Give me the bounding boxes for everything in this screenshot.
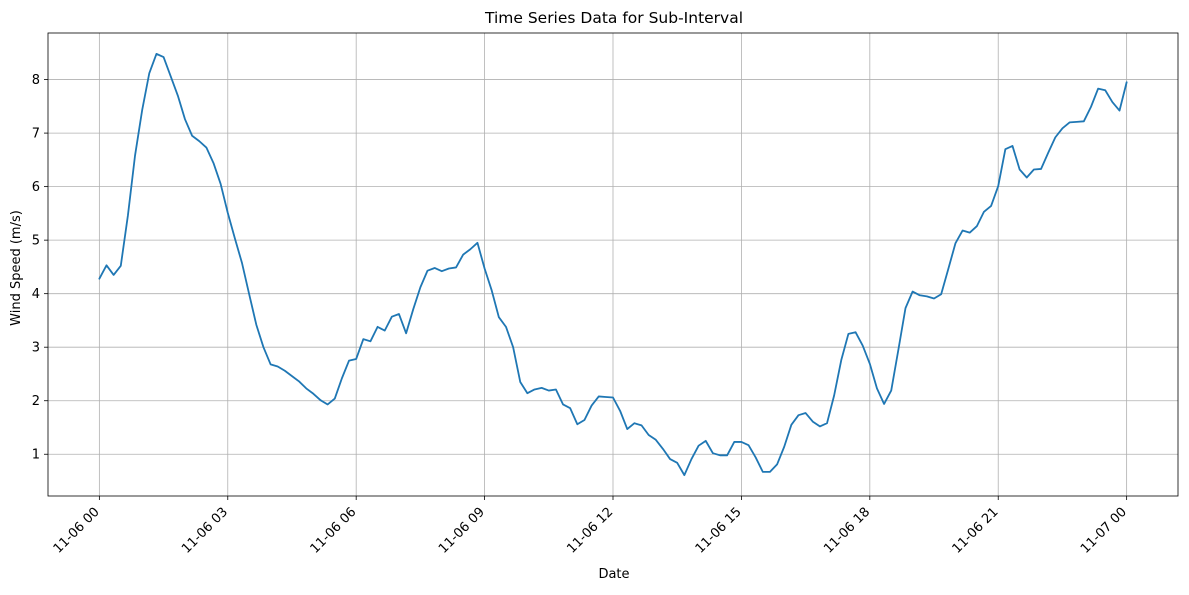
y-tick-label: 4 — [32, 287, 40, 302]
y-tick-label: 8 — [32, 73, 40, 88]
x-axis-label: Date — [598, 567, 629, 582]
y-tick-label: 5 — [32, 234, 40, 249]
y-tick-label: 1 — [32, 448, 40, 463]
chart-title: Time Series Data for Sub-Interval — [484, 9, 743, 27]
y-axis-label: Wind Speed (m/s) — [9, 210, 24, 326]
y-tick-label: 6 — [32, 180, 40, 195]
y-tick-label: 7 — [32, 127, 40, 142]
series-layer — [98, 52, 1128, 477]
gridlines — [48, 33, 1178, 496]
y-tick-label: 3 — [32, 341, 40, 356]
y-axis-ticks: 1 2 3 4 5 6 7 8 — [32, 73, 48, 463]
series-line — [98, 52, 1128, 477]
y-tick-label: 2 — [32, 394, 40, 409]
